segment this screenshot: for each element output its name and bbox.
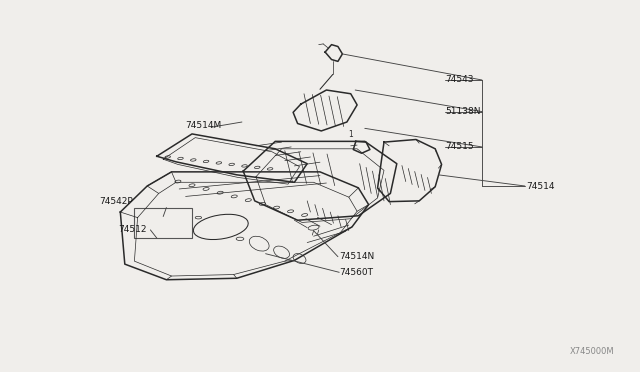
Bar [134, 208, 192, 238]
Text: 74560T: 74560T [339, 268, 373, 277]
Text: 74514N: 74514N [339, 252, 374, 261]
Text: 74543: 74543 [445, 76, 474, 84]
Text: 74542P: 74542P [99, 197, 133, 206]
Text: 74515: 74515 [445, 142, 474, 151]
Text: 74514M: 74514M [186, 121, 222, 130]
Text: X745000M: X745000M [570, 347, 614, 356]
Text: 51138N: 51138N [445, 107, 480, 116]
Text: 1: 1 [348, 130, 353, 139]
Text: 74514: 74514 [526, 182, 555, 190]
Text: 74512: 74512 [118, 225, 147, 234]
